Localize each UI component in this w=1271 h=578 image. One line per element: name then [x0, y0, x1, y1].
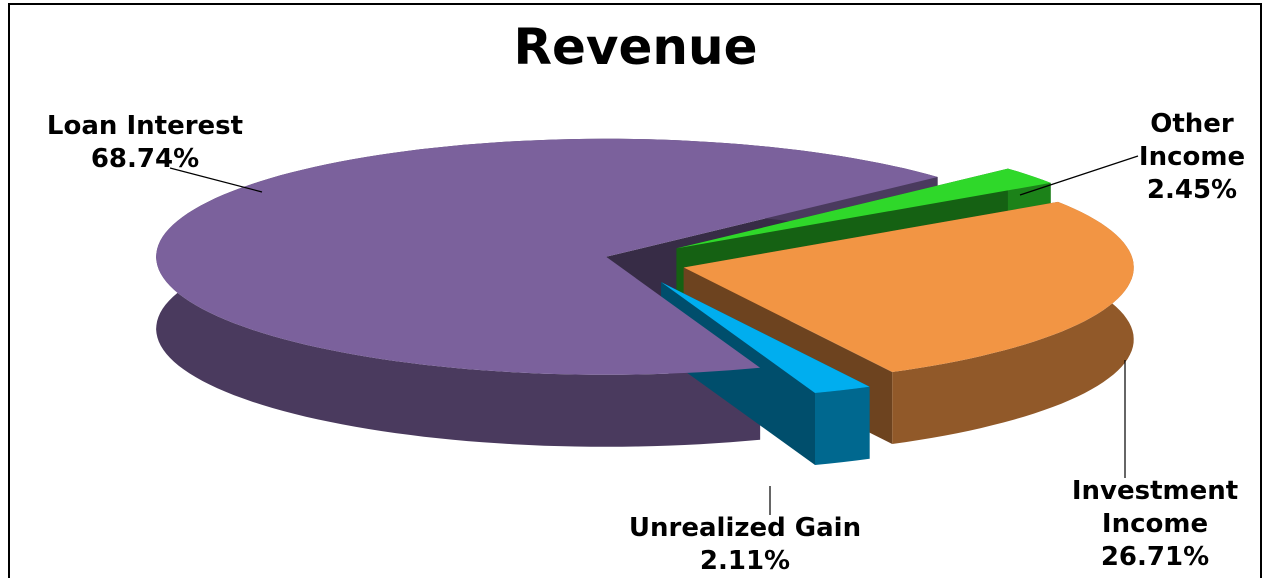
label-value: 68.74%: [90, 144, 200, 174]
label-name: Investment Income: [1071, 476, 1239, 539]
pie-slice: [683, 201, 1134, 372]
pie-slice: [661, 282, 870, 393]
data-label: Unrealized Gain 2.11%: [590, 512, 900, 578]
label-name: Other Income: [1138, 109, 1246, 172]
label-value: 2.11%: [699, 546, 791, 576]
frame: [8, 3, 1262, 578]
slice-tops: [156, 138, 1134, 393]
data-label: Investment Income 26.71%: [1050, 475, 1260, 574]
label-name: Loan Interest: [46, 111, 244, 141]
pie-slice: [676, 168, 1051, 249]
chart-title: Revenue: [513, 18, 758, 76]
data-label: Other Income 2.45%: [1127, 108, 1257, 207]
leader-line: [169, 167, 263, 193]
label-name: Unrealized Gain: [628, 513, 862, 543]
leader-line: [1019, 155, 1139, 196]
slice-wall: [815, 386, 870, 465]
label-value: 2.45%: [1146, 175, 1238, 205]
pie-slice: [156, 138, 938, 375]
data-label: Loan Interest 68.74%: [20, 110, 270, 176]
label-value: 26.71%: [1100, 542, 1210, 572]
